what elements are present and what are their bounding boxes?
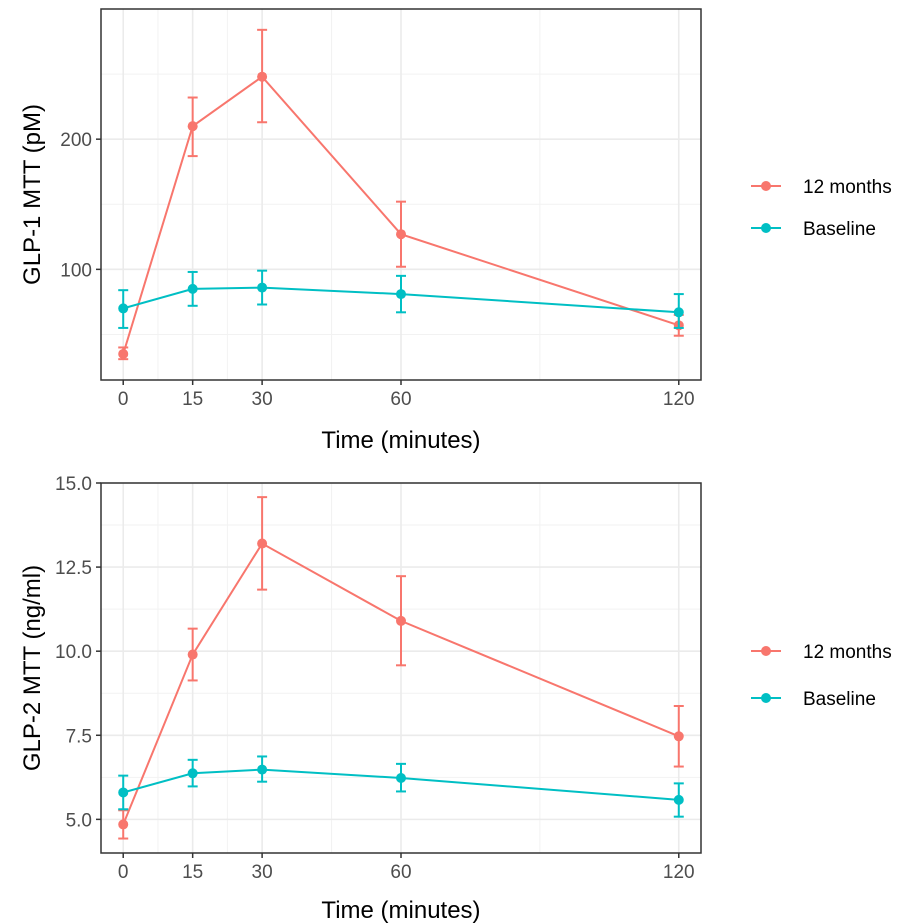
series-baseline (118, 755, 684, 818)
x-tick-label: 30 (252, 862, 273, 883)
data-point (673, 307, 684, 318)
data-point (118, 819, 129, 830)
x-tick-label: 0 (118, 389, 129, 410)
y-tick-label: 10.0 (55, 642, 92, 663)
data-point (118, 348, 129, 359)
x-tick-label: 60 (390, 389, 411, 410)
y-tick-label: 12.5 (55, 558, 92, 579)
data-point (396, 772, 406, 783)
legend-item: Baseline (751, 689, 876, 710)
x-tick-label: 15 (182, 389, 203, 410)
legend-item: Baseline (751, 219, 876, 240)
x-tick-label: 120 (663, 862, 695, 883)
data-point (187, 768, 198, 779)
data-point (396, 229, 406, 240)
data-point (673, 731, 684, 742)
legend: 12 months Baseline (751, 177, 892, 240)
legend-key-point (761, 181, 771, 191)
legend-item: 12 months (751, 642, 892, 663)
y-axis-title: GLP-2 MTT (ng/ml) (19, 565, 46, 771)
data-point (396, 615, 406, 626)
data-point (187, 121, 198, 132)
legend-label: 12 months (803, 177, 892, 198)
data-point (257, 764, 268, 775)
y-axis-title: GLP-1 MTT (pM) (19, 104, 46, 285)
data-point (673, 794, 684, 805)
data-point (118, 787, 129, 798)
legend-key-point (761, 223, 771, 233)
y-tick-label: 5.0 (66, 810, 92, 831)
legend-item: 12 months (751, 177, 892, 198)
data-point (396, 289, 406, 300)
x-tick-label: 120 (663, 389, 695, 410)
x-tick-label: 30 (252, 389, 273, 410)
y-tick-label: 7.5 (66, 726, 92, 747)
data-point (257, 282, 268, 293)
series-twelve-months (118, 496, 684, 840)
x-tick-label: 0 (118, 862, 129, 883)
x-tick-label: 15 (182, 862, 203, 883)
y-tick-label: 15.0 (55, 474, 92, 495)
legend-label: 12 months (803, 642, 892, 663)
data-point (187, 283, 198, 294)
data-point (257, 538, 268, 549)
panel-1: 0 15 30 60 120 100 200 Time (minutes) GLP-1 MTT … (19, 8, 892, 454)
legend: 12 months Baseline (751, 642, 892, 710)
legend-key-point (761, 646, 771, 656)
legend-label: Baseline (803, 219, 876, 240)
x-tick-label: 60 (390, 862, 411, 883)
y-tick-label: 200 (60, 130, 92, 151)
legend-key-point (761, 693, 771, 703)
data-point (187, 649, 198, 660)
y-tick-label: 100 (60, 260, 92, 281)
x-axis-title: Time (minutes) (321, 897, 480, 924)
panel-2: 0 15 30 60 120 5.0 7.5 10.0 12.5 15.0 Time (minute… (19, 474, 892, 924)
legend-label: Baseline (803, 689, 876, 710)
data-point (257, 71, 268, 82)
x-axis-title: Time (minutes) (321, 427, 480, 454)
series-baseline (118, 269, 684, 329)
data-point (118, 303, 129, 314)
